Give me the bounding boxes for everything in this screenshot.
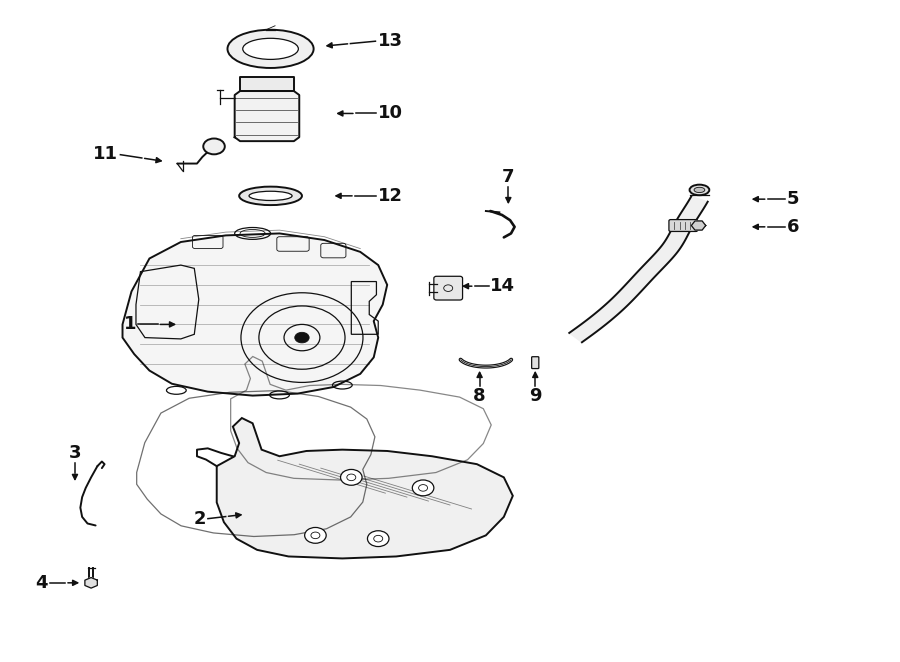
Ellipse shape	[228, 30, 313, 68]
Text: 8: 8	[473, 387, 486, 405]
Circle shape	[203, 138, 225, 154]
Ellipse shape	[689, 185, 709, 195]
Circle shape	[295, 332, 309, 343]
Ellipse shape	[243, 38, 299, 60]
Text: 5: 5	[787, 190, 799, 208]
Ellipse shape	[239, 187, 302, 205]
Circle shape	[412, 480, 434, 496]
Text: 9: 9	[529, 387, 542, 405]
Text: 3: 3	[68, 444, 81, 461]
Text: 6: 6	[787, 218, 799, 236]
Ellipse shape	[249, 191, 292, 201]
Ellipse shape	[694, 187, 705, 193]
Text: 10: 10	[378, 105, 403, 122]
FancyBboxPatch shape	[434, 276, 463, 300]
Circle shape	[367, 531, 389, 547]
Polygon shape	[240, 77, 294, 91]
Circle shape	[340, 469, 362, 485]
Text: 2: 2	[194, 510, 206, 528]
FancyBboxPatch shape	[532, 357, 539, 369]
Polygon shape	[85, 577, 97, 588]
Polygon shape	[235, 91, 300, 141]
Text: 11: 11	[93, 146, 118, 164]
Text: 4: 4	[35, 574, 48, 592]
FancyBboxPatch shape	[669, 220, 698, 232]
Text: 1: 1	[123, 315, 136, 334]
Polygon shape	[570, 197, 707, 342]
Polygon shape	[122, 234, 387, 396]
Polygon shape	[691, 221, 706, 230]
Text: 13: 13	[378, 32, 403, 50]
Text: 12: 12	[378, 187, 403, 205]
Text: 7: 7	[502, 168, 515, 186]
Text: 14: 14	[491, 277, 516, 295]
Polygon shape	[217, 418, 513, 559]
Circle shape	[304, 528, 326, 544]
